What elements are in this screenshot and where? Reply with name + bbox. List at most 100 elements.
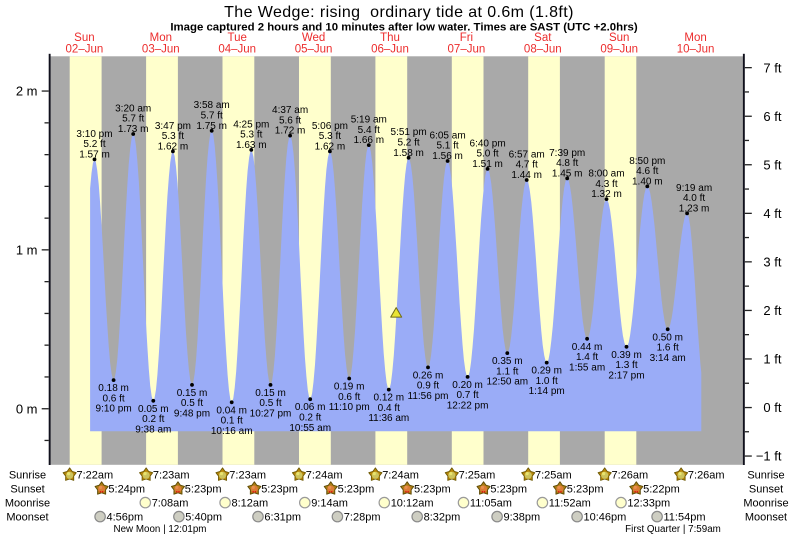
svg-text:0.44 m: 0.44 m: [572, 342, 603, 353]
svg-text:7:26am: 7:26am: [612, 470, 649, 482]
svg-text:2 m: 2 m: [16, 84, 38, 99]
svg-text:0.4 ft: 0.4 ft: [378, 403, 400, 414]
svg-text:1.44 m: 1.44 m: [511, 170, 542, 181]
svg-text:7:23am: 7:23am: [153, 470, 190, 482]
svg-text:06–Jun: 06–Jun: [371, 44, 409, 56]
svg-text:10–Jun: 10–Jun: [677, 44, 715, 56]
svg-text:10:55 am: 10:55 am: [289, 423, 331, 434]
svg-text:1.4 ft: 1.4 ft: [576, 352, 598, 363]
svg-text:7:24am: 7:24am: [306, 470, 343, 482]
svg-text:Moonrise: Moonrise: [743, 497, 788, 509]
svg-text:0.12 m: 0.12 m: [374, 393, 405, 404]
svg-text:1.72 m: 1.72 m: [275, 126, 306, 137]
svg-text:0.19 m: 0.19 m: [334, 382, 365, 393]
svg-text:5:40pm: 5:40pm: [185, 511, 222, 523]
svg-text:4.7 ft: 4.7 ft: [516, 160, 538, 171]
svg-text:Moonrise: Moonrise: [5, 497, 50, 509]
svg-text:1 m: 1 m: [16, 243, 38, 258]
svg-text:3:14 am: 3:14 am: [650, 353, 686, 364]
svg-text:0.35 m: 0.35 m: [492, 356, 523, 367]
svg-text:5.1 ft: 5.1 ft: [436, 141, 458, 152]
svg-text:09–Jun: 09–Jun: [600, 44, 638, 56]
svg-text:4.0 ft: 4.0 ft: [683, 193, 705, 204]
svg-text:7:28pm: 7:28pm: [344, 511, 381, 523]
svg-text:6:05 am: 6:05 am: [430, 130, 466, 141]
svg-text:5.3 ft: 5.3 ft: [162, 131, 184, 142]
svg-text:6:57 am: 6:57 am: [509, 149, 545, 160]
svg-text:1.51 m: 1.51 m: [472, 159, 503, 170]
svg-text:3:20 am: 3:20 am: [115, 103, 151, 114]
svg-text:0.2 ft: 0.2 ft: [299, 413, 321, 424]
svg-text:1.66 m: 1.66 m: [354, 135, 385, 146]
svg-text:10:27 pm: 10:27 pm: [250, 409, 292, 420]
svg-text:0.29 m: 0.29 m: [531, 366, 562, 377]
svg-text:07–Jun: 07–Jun: [448, 44, 486, 56]
svg-text:5.2 ft: 5.2 ft: [397, 138, 419, 149]
svg-text:0 m: 0 m: [16, 401, 38, 416]
svg-text:Tue: Tue: [228, 32, 247, 44]
svg-text:0 ft: 0 ft: [763, 400, 781, 415]
svg-text:11:52am: 11:52am: [549, 497, 591, 509]
svg-text:7 ft: 7 ft: [763, 60, 781, 75]
svg-text:1.32 m: 1.32 m: [591, 189, 622, 200]
svg-text:7:39 pm: 7:39 pm: [549, 148, 585, 159]
svg-text:1:14 pm: 1:14 pm: [529, 386, 565, 397]
svg-text:12:50 am: 12:50 am: [486, 377, 528, 388]
svg-text:12:22 pm: 12:22 pm: [447, 401, 489, 412]
svg-text:Thu: Thu: [380, 32, 400, 44]
svg-text:0.2 ft: 0.2 ft: [142, 414, 164, 425]
svg-text:0.05 m: 0.05 m: [138, 404, 169, 415]
svg-text:0.1 ft: 0.1 ft: [221, 416, 243, 427]
svg-text:Mon: Mon: [150, 32, 172, 44]
svg-text:7:25am: 7:25am: [535, 470, 572, 482]
svg-text:Wed: Wed: [302, 32, 325, 44]
svg-text:The Wedge: rising ordinary ti: The Wedge: rising ordinary tide at 0.6m …: [224, 4, 574, 21]
svg-text:5.4 ft: 5.4 ft: [358, 125, 380, 136]
svg-text:0.9 ft: 0.9 ft: [417, 381, 439, 392]
svg-text:10:12am: 10:12am: [391, 497, 434, 509]
svg-text:New Moon | 12:01pm: New Moon | 12:01pm: [114, 524, 207, 535]
svg-text:08–Jun: 08–Jun: [524, 44, 562, 56]
svg-text:1.58 m: 1.58 m: [393, 148, 424, 159]
svg-text:4:37 am: 4:37 am: [272, 105, 308, 116]
svg-text:1 ft: 1 ft: [763, 352, 781, 367]
svg-text:5:23pm: 5:23pm: [490, 483, 527, 495]
svg-text:10:46pm: 10:46pm: [584, 511, 627, 523]
svg-text:0.39 m: 0.39 m: [611, 350, 642, 361]
svg-text:1.6 ft: 1.6 ft: [657, 343, 679, 354]
svg-text:1.40 m: 1.40 m: [632, 176, 663, 187]
svg-text:8:12am: 8:12am: [232, 497, 269, 509]
svg-text:1.56 m: 1.56 m: [432, 151, 463, 162]
svg-text:Sunrise: Sunrise: [747, 470, 784, 482]
svg-text:5:23pm: 5:23pm: [261, 483, 298, 495]
svg-text:11:36 am: 11:36 am: [368, 413, 409, 424]
svg-text:11:56 pm: 11:56 pm: [408, 391, 449, 402]
svg-text:5:06 pm: 5:06 pm: [312, 121, 348, 132]
svg-text:1.45 m: 1.45 m: [552, 168, 583, 179]
svg-text:5.2 ft: 5.2 ft: [83, 139, 105, 150]
svg-text:8:32pm: 8:32pm: [424, 511, 461, 523]
svg-text:02–Jun: 02–Jun: [66, 44, 104, 56]
svg-text:9:19 am: 9:19 am: [676, 183, 712, 194]
svg-text:11:54pm: 11:54pm: [664, 511, 706, 523]
svg-text:Moonset: Moonset: [6, 511, 48, 523]
svg-text:1.73 m: 1.73 m: [118, 124, 149, 135]
svg-text:10:16 am: 10:16 am: [211, 426, 253, 437]
svg-text:4:25 pm: 4:25 pm: [233, 119, 269, 130]
svg-text:Sunset: Sunset: [749, 483, 783, 495]
svg-text:5:23pm: 5:23pm: [338, 483, 375, 495]
svg-text:1.62 m: 1.62 m: [315, 141, 346, 152]
svg-text:7:25am: 7:25am: [459, 470, 496, 482]
svg-text:0.50 m: 0.50 m: [652, 332, 683, 343]
svg-text:6 ft: 6 ft: [763, 109, 781, 124]
svg-text:7:23am: 7:23am: [229, 470, 266, 482]
svg-text:Sun: Sun: [609, 32, 629, 44]
svg-text:8:00 am: 8:00 am: [588, 169, 624, 180]
svg-text:04–Jun: 04–Jun: [218, 44, 256, 56]
svg-text:05–Jun: 05–Jun: [295, 44, 333, 56]
svg-text:5.7 ft: 5.7 ft: [122, 114, 144, 125]
svg-text:1.75 m: 1.75 m: [196, 121, 227, 132]
svg-text:7:08am: 7:08am: [152, 497, 189, 509]
svg-text:0.5 ft: 0.5 ft: [181, 398, 203, 409]
svg-text:5:23pm: 5:23pm: [567, 483, 604, 495]
